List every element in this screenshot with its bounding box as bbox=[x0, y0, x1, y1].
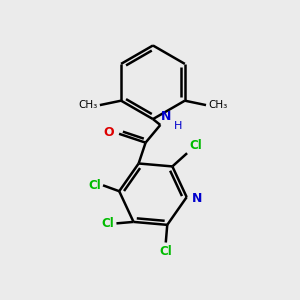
Text: CH₃: CH₃ bbox=[208, 100, 228, 110]
Text: CH₃: CH₃ bbox=[78, 100, 98, 110]
Text: Cl: Cl bbox=[101, 217, 114, 230]
Text: N: N bbox=[161, 110, 171, 124]
Text: N: N bbox=[192, 192, 202, 205]
Text: Cl: Cl bbox=[88, 179, 101, 192]
Text: Cl: Cl bbox=[189, 139, 202, 152]
Text: H: H bbox=[174, 122, 182, 131]
Text: O: O bbox=[103, 126, 114, 139]
Text: Cl: Cl bbox=[159, 245, 172, 259]
